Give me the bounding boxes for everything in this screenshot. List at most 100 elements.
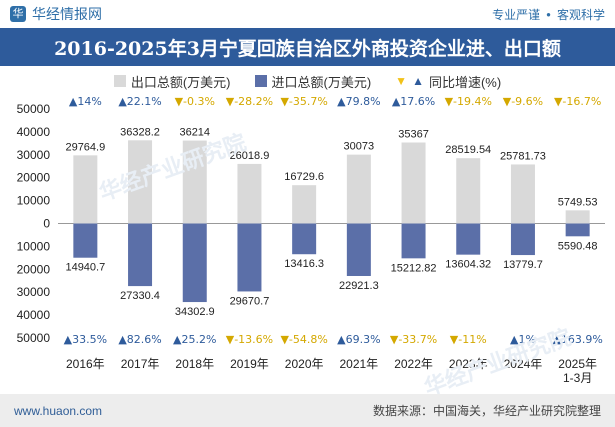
import-growth-label: ▲82.6%: [118, 333, 161, 346]
import-value-label: 14940.7: [65, 262, 105, 274]
footer: www.huaon.com 数据来源：中国海关，华经产业研究院整理: [0, 394, 615, 427]
import-bar: [401, 223, 426, 259]
export-growth-label: ▼-16.7%: [554, 95, 601, 108]
import-growth-label: ▼-13.6%: [226, 333, 273, 346]
legend-growth: ▼ ▲ 同比增速(%): [395, 72, 501, 91]
chart-title: 2016-2025年3月宁夏回族自治区外商投资企业进、出口额: [0, 28, 615, 66]
x-category-label: 2016年: [66, 357, 105, 371]
legend-import-swatch: [254, 75, 267, 87]
y-tick-label: 30000: [17, 285, 51, 299]
export-value-label: 30073: [344, 141, 375, 153]
x-category-label: 2023年: [449, 357, 488, 371]
y-tick-label: 10000: [17, 194, 51, 208]
export-bar: [510, 164, 535, 224]
export-growth-label: ▼-19.4%: [445, 95, 492, 108]
export-value-label: 5749.53: [558, 196, 598, 208]
legend-import-label: 进口总额(万美元): [271, 74, 372, 90]
x-category-label: 2017年: [121, 357, 160, 371]
import-value-label: 13416.3: [284, 258, 324, 270]
export-growth-label: ▲17.6%: [392, 95, 435, 108]
import-value-label: 15212.82: [391, 262, 437, 274]
import-growth-label: ▲163.9%: [552, 333, 602, 346]
y-tick-label: 0: [43, 217, 50, 231]
import-growth-label: ▼-54.8%: [280, 333, 327, 346]
export-value-label: 35367: [398, 129, 429, 141]
x-category-label: 2018年: [175, 357, 214, 371]
import-bar: [73, 223, 98, 258]
y-tick-label: 20000: [17, 262, 51, 276]
y-tick-label: 20000: [17, 171, 51, 185]
tag-professional: 专业严谨: [492, 7, 541, 22]
x-category-label: 2025年: [558, 357, 597, 371]
export-value-label: 36214: [179, 127, 210, 139]
y-tick-label: 40000: [17, 308, 51, 322]
x-category-label: 2024年: [504, 357, 543, 371]
export-value-label: 28519.54: [445, 144, 491, 156]
brand-logo-icon: 华: [10, 6, 26, 22]
y-tick-label: 50000: [17, 102, 51, 116]
export-value-label: 25781.73: [500, 150, 546, 162]
import-bar: [510, 223, 535, 256]
tag-separator: ●: [546, 9, 551, 19]
export-bar: [128, 140, 153, 224]
legend-export: 出口总额(万美元): [113, 72, 231, 91]
x-category-label: 2020年: [285, 357, 324, 371]
import-value-label: 13604.32: [445, 259, 491, 271]
import-value-label: 27330.4: [120, 290, 160, 302]
legend-down-triangle-icon: ▼: [395, 74, 408, 88]
export-growth-label: ▼-28.2%: [226, 95, 273, 108]
export-value-label: 36328.2: [120, 126, 160, 138]
export-bar: [182, 140, 207, 224]
import-bar: [182, 223, 207, 303]
y-tick-label: 50000: [17, 331, 51, 345]
x-category-label: 1-3月: [563, 371, 592, 385]
import-bar: [128, 223, 153, 287]
y-tick-label: 10000: [17, 239, 51, 253]
export-growth-label: ▲79.8%: [337, 95, 380, 108]
legend-export-label: 出口总额(万美元): [130, 74, 231, 90]
import-value-label: 29670.7: [230, 295, 270, 307]
y-tick-label: 30000: [17, 148, 51, 162]
legend: 出口总额(万美元) 进口总额(万美元) ▼ ▲ 同比增速(%): [0, 70, 615, 92]
export-value-label: 26018.9: [230, 150, 270, 162]
x-category-label: 2019年: [230, 357, 269, 371]
export-bar: [401, 142, 426, 224]
export-bar: [73, 155, 98, 224]
export-growth-label: ▼-35.7%: [280, 95, 327, 108]
legend-export-swatch: [113, 75, 126, 87]
export-growth-label: ▲14%: [69, 95, 102, 108]
import-growth-label: ▲33.5%: [64, 333, 107, 346]
import-value-label: 22921.3: [339, 280, 379, 292]
import-growth-label: ▼-11%: [450, 333, 487, 346]
legend-import: 进口总额(万美元): [254, 72, 372, 91]
import-growth-label: ▲1%: [510, 333, 536, 346]
import-bar: [346, 223, 371, 276]
footer-website[interactable]: www.huaon.com: [14, 403, 103, 418]
tagline: 专业严谨 ● 客观科学: [492, 6, 605, 23]
import-growth-label: ▲69.3%: [337, 333, 380, 346]
export-growth-label: ▲22.1%: [118, 95, 161, 108]
x-category-label: 2022年: [394, 357, 433, 371]
export-growth-label: ▼-9.6%: [503, 95, 543, 108]
export-value-label: 29764.9: [65, 141, 105, 153]
tag-objective: 客观科学: [556, 7, 605, 22]
legend-growth-label: 同比增速(%): [428, 74, 502, 90]
import-growth-label: ▼-33.7%: [390, 333, 437, 346]
top-bar: 华 华经情报网 专业严谨 ● 客观科学: [0, 0, 615, 28]
legend-up-triangle-icon: ▲: [412, 74, 424, 88]
import-value-label: 34302.9: [175, 306, 215, 318]
brand-name: 华经情报网: [32, 6, 102, 22]
import-bar: [292, 223, 317, 255]
brand[interactable]: 华 华经情报网: [10, 4, 102, 24]
footer-source: 数据来源：中国海关，华经产业研究院整理: [372, 404, 601, 418]
export-bar: [292, 185, 317, 224]
export-bar: [456, 158, 481, 224]
bar-chart: 50000 40000 30000 20000 10000 0 10000 20000 3000…: [17, 95, 605, 385]
import-bar: [456, 223, 481, 255]
x-category-label: 2021年: [339, 357, 378, 371]
export-value-label: 16729.6: [284, 171, 324, 183]
import-bar: [565, 223, 590, 237]
import-value-label: 5590.48: [558, 240, 598, 252]
import-growth-label: ▲25.2%: [173, 333, 216, 346]
